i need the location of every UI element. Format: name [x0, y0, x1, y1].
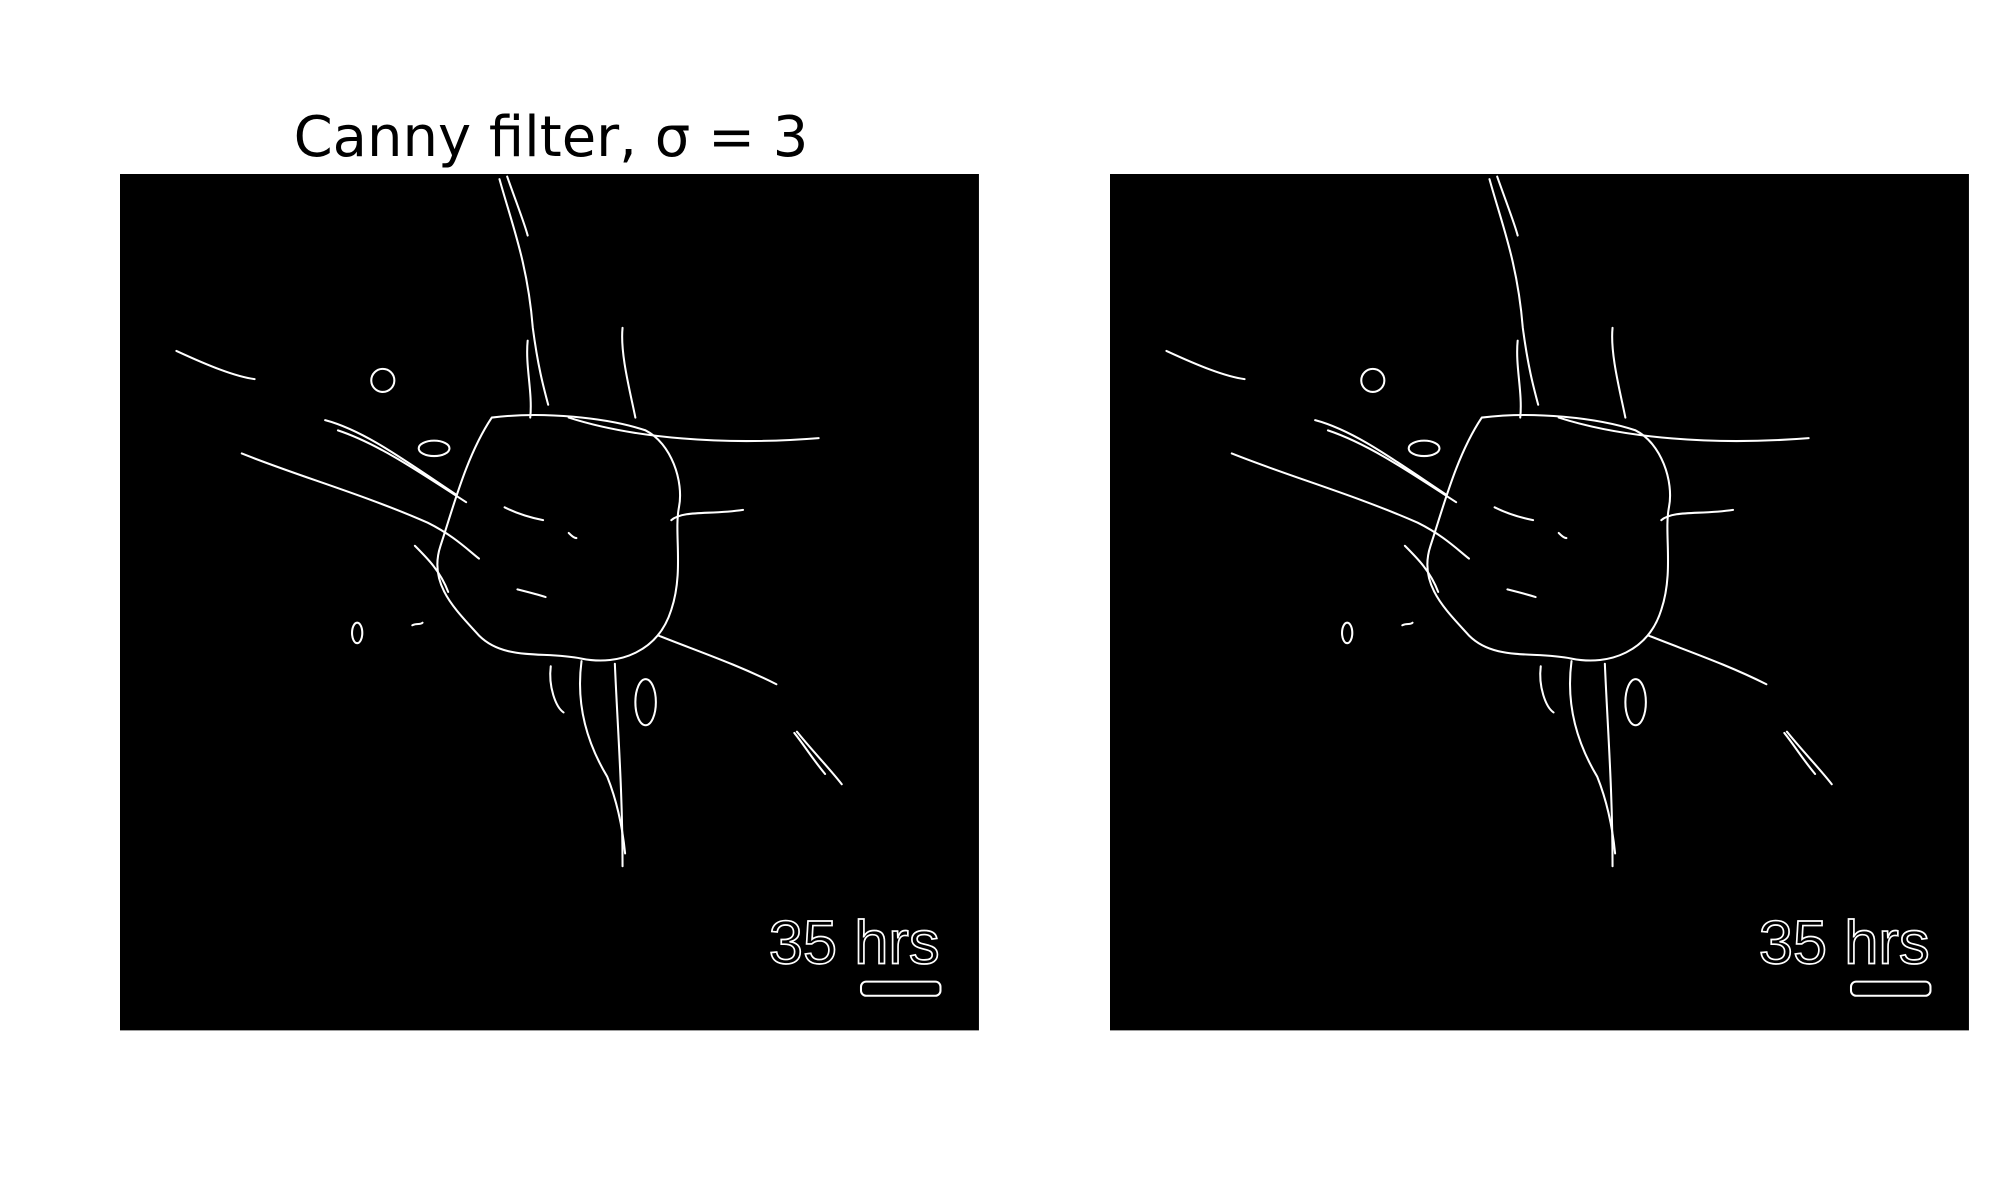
image-panel: 35 hrs: [1110, 174, 1969, 1031]
image-panel: 35 hrs: [120, 174, 979, 1031]
chart-title: Canny filter, σ = 3: [294, 105, 809, 170]
time-stamp: 35 hrs: [1759, 909, 1930, 978]
panel-background: [1110, 174, 1969, 1031]
panel-background: [120, 174, 979, 1031]
time-stamp: 35 hrs: [769, 909, 940, 978]
